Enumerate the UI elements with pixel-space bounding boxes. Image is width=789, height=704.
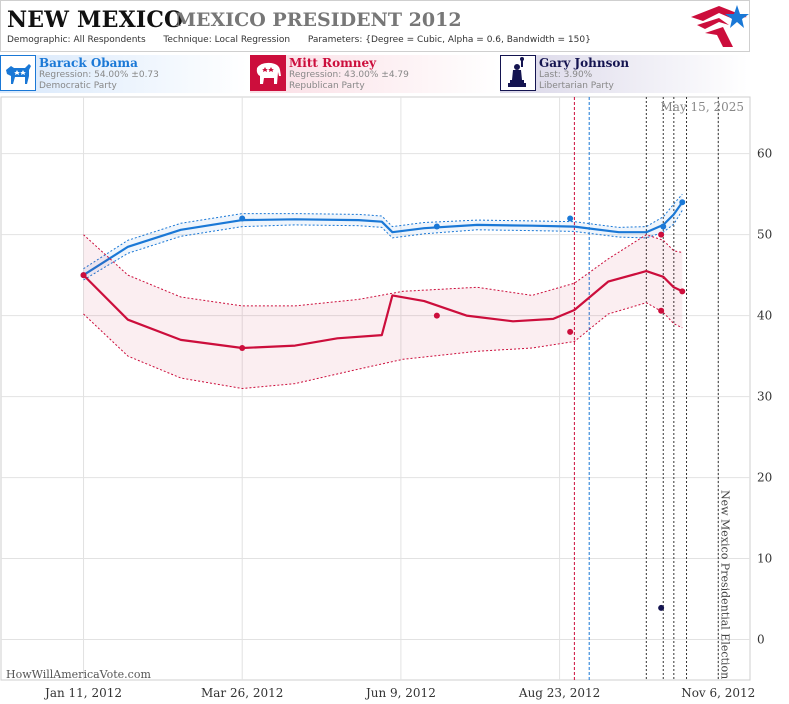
candidate-card-johnson: Gary Johnson Last: 3.90% Libertarian Par… — [500, 55, 748, 93]
y-tick-label: 20 — [757, 471, 772, 485]
poll-point — [567, 328, 574, 335]
poll-point — [433, 312, 440, 319]
candidate-name: Mitt Romney — [289, 56, 377, 70]
candidate-name: Barack Obama — [39, 56, 138, 70]
donkey-icon — [0, 55, 36, 91]
elephant-icon — [250, 55, 286, 91]
x-tick-label: Aug 23, 2012 — [518, 686, 600, 700]
settings-summary: Demographic: All Respondents Technique: … — [7, 35, 591, 45]
y-tick-label: 40 — [757, 309, 772, 323]
candidate-party: Libertarian Party — [539, 81, 614, 91]
demographic-label: Demographic: — [7, 35, 71, 45]
candidate-last-value: Last: 3.90% — [539, 70, 593, 80]
statue-of-liberty-icon — [500, 55, 536, 91]
parameters-label: Parameters: — [307, 35, 363, 45]
confidence-lower — [83, 210, 683, 281]
trend-line — [82, 270, 683, 350]
page-title-race: MEXICO PRESIDENT 2012 — [175, 9, 462, 31]
confidence-lower — [83, 302, 683, 390]
demographic-value: All Respondents — [73, 35, 146, 45]
poll-point — [679, 199, 686, 206]
candidate-card-obama: Barack Obama Regression: 54.00% ±0.73 De… — [0, 55, 248, 93]
poll-point — [679, 288, 686, 295]
trend-line — [82, 201, 684, 277]
candidate-party: Republican Party — [289, 81, 365, 91]
confidence-upper — [83, 193, 683, 270]
poll-point — [567, 215, 574, 222]
as-of-date-label: May 15, 2025 — [661, 100, 744, 114]
page-title-state: NEW MEXICO — [7, 7, 184, 33]
election-annotation: New Mexico Presidential Election — [718, 490, 731, 679]
x-tick-label: Jun 9, 2012 — [364, 686, 436, 700]
series-gary-johnson — [658, 604, 665, 611]
poll-point — [433, 223, 440, 230]
series-mitt-romney — [80, 231, 686, 390]
candidate-name: Gary Johnson — [539, 56, 630, 70]
x-tick-label: Nov 6, 2012 — [681, 686, 755, 700]
y-tick-label: 60 — [757, 147, 772, 161]
poll-point — [658, 231, 665, 238]
poll-point — [80, 272, 87, 279]
poll-point — [660, 223, 667, 230]
confidence-band — [83, 234, 683, 389]
watermark: HowWillAmericaVote.com — [6, 668, 151, 681]
confidence-band — [83, 194, 683, 280]
candidate-card-romney: Mitt Romney Regression: 43.00% ±4.79 Rep… — [250, 55, 498, 93]
y-tick-label: 50 — [757, 228, 772, 242]
technique-label: Technique: — [163, 35, 212, 45]
candidate-regression: Regression: 43.00% ±4.79 — [289, 70, 409, 80]
candidate-party: Democratic Party — [39, 81, 117, 91]
y-tick-label: 30 — [757, 390, 772, 404]
y-tick-label: 0 — [757, 633, 765, 647]
confidence-upper — [83, 234, 683, 307]
x-tick-label: Mar 26, 2012 — [201, 686, 283, 700]
candidate-regression: Regression: 54.00% ±0.73 — [39, 70, 159, 80]
technique-value: Local Regression — [214, 35, 291, 45]
series-barack-obama — [80, 193, 686, 281]
star-logo-icon — [691, 5, 749, 47]
poll-point — [658, 307, 665, 314]
parameters-value: {Degree = Cubic, Alpha = 0.6, Bandwidth … — [365, 35, 591, 45]
poll-point — [239, 215, 246, 222]
plot-frame — [0, 96, 751, 681]
poll-point — [658, 604, 665, 611]
x-tick-label: Jan 11, 2012 — [43, 686, 122, 700]
header: NEW MEXICO MEXICO PRESIDENT 2012 Demogra… — [0, 0, 750, 52]
poll-point — [239, 345, 246, 352]
y-tick-label: 10 — [757, 552, 772, 566]
